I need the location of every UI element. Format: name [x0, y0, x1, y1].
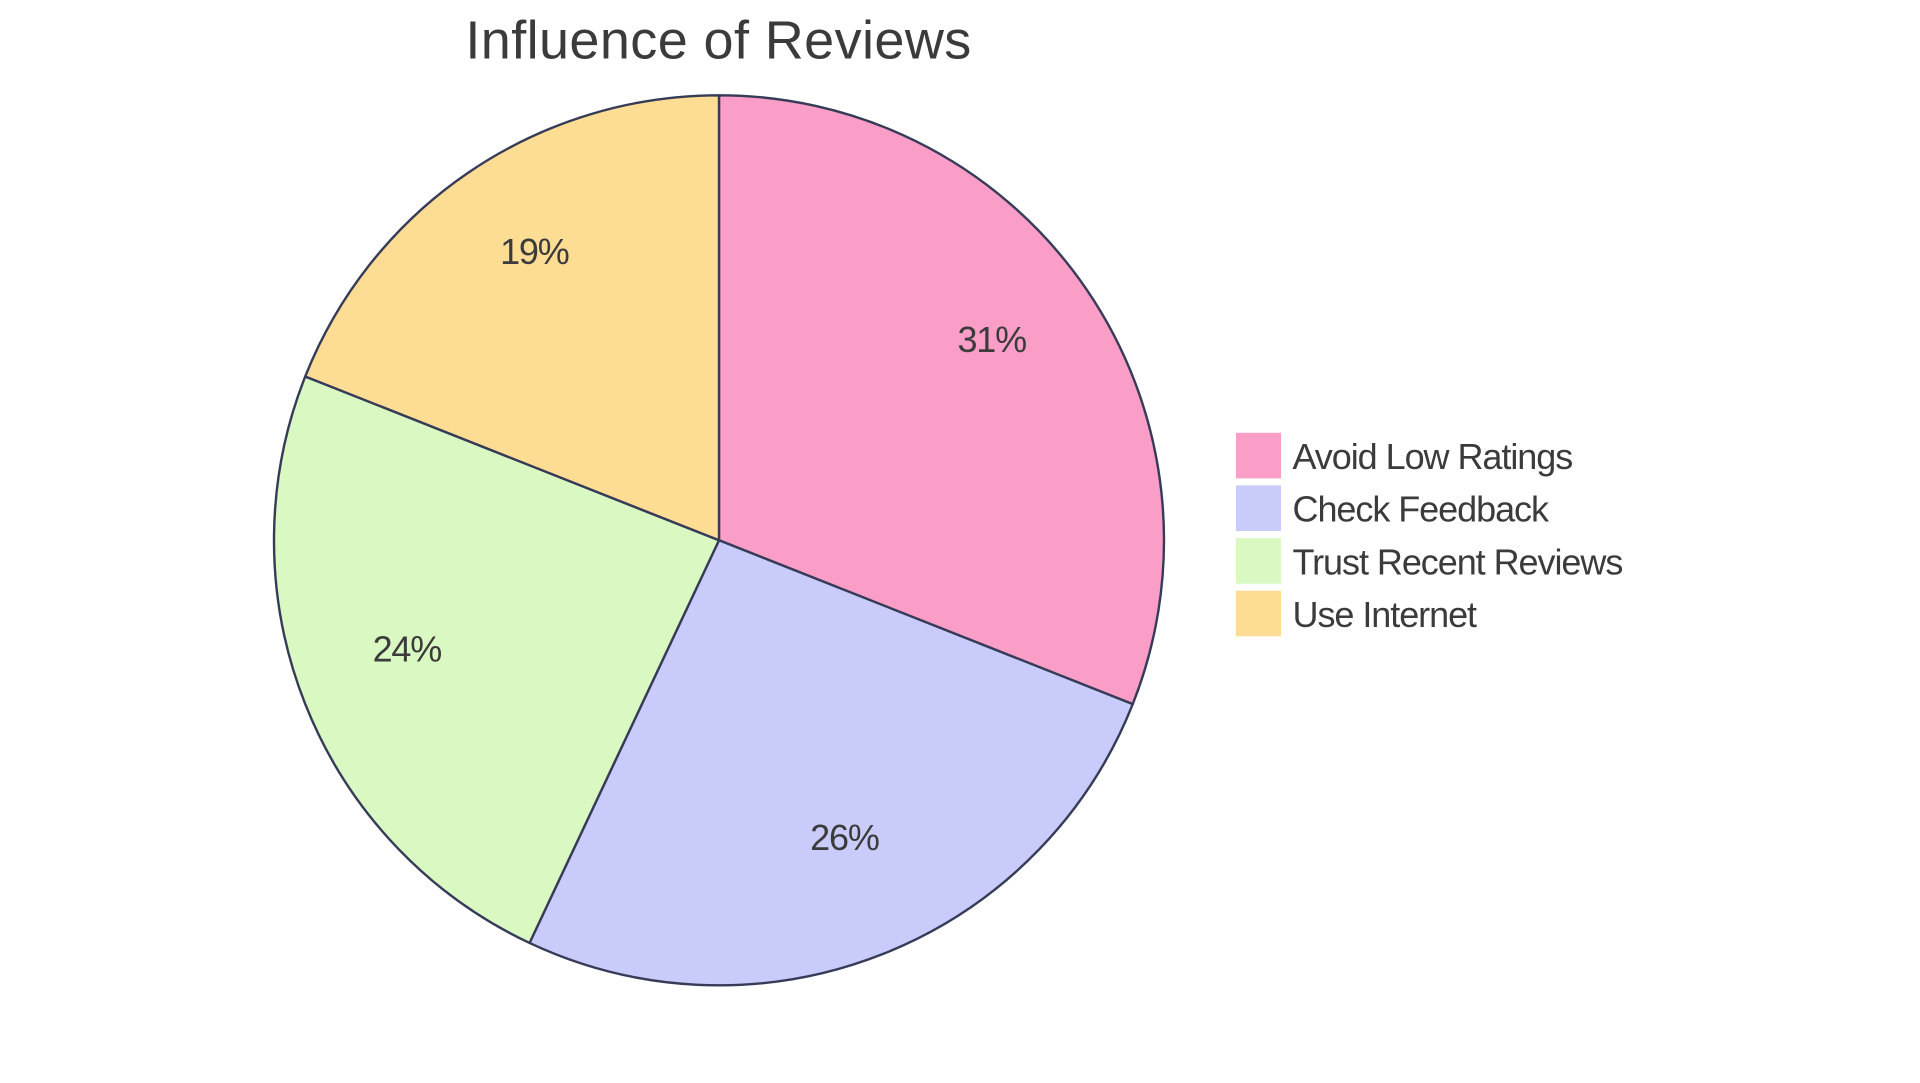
svg-text:Use Internet: Use Internet — [1293, 594, 1478, 635]
svg-text:Trust Recent Reviews: Trust Recent Reviews — [1293, 541, 1623, 582]
svg-text:31%: 31% — [957, 319, 1026, 360]
svg-text:Avoid Low Ratings: Avoid Low Ratings — [1293, 436, 1573, 477]
svg-text:24%: 24% — [373, 629, 442, 670]
svg-text:Check Feedback: Check Feedback — [1293, 489, 1550, 530]
svg-text:19%: 19% — [500, 231, 569, 272]
svg-text:Influence of Reviews: Influence of Reviews — [465, 11, 971, 71]
svg-text:26%: 26% — [810, 817, 879, 858]
